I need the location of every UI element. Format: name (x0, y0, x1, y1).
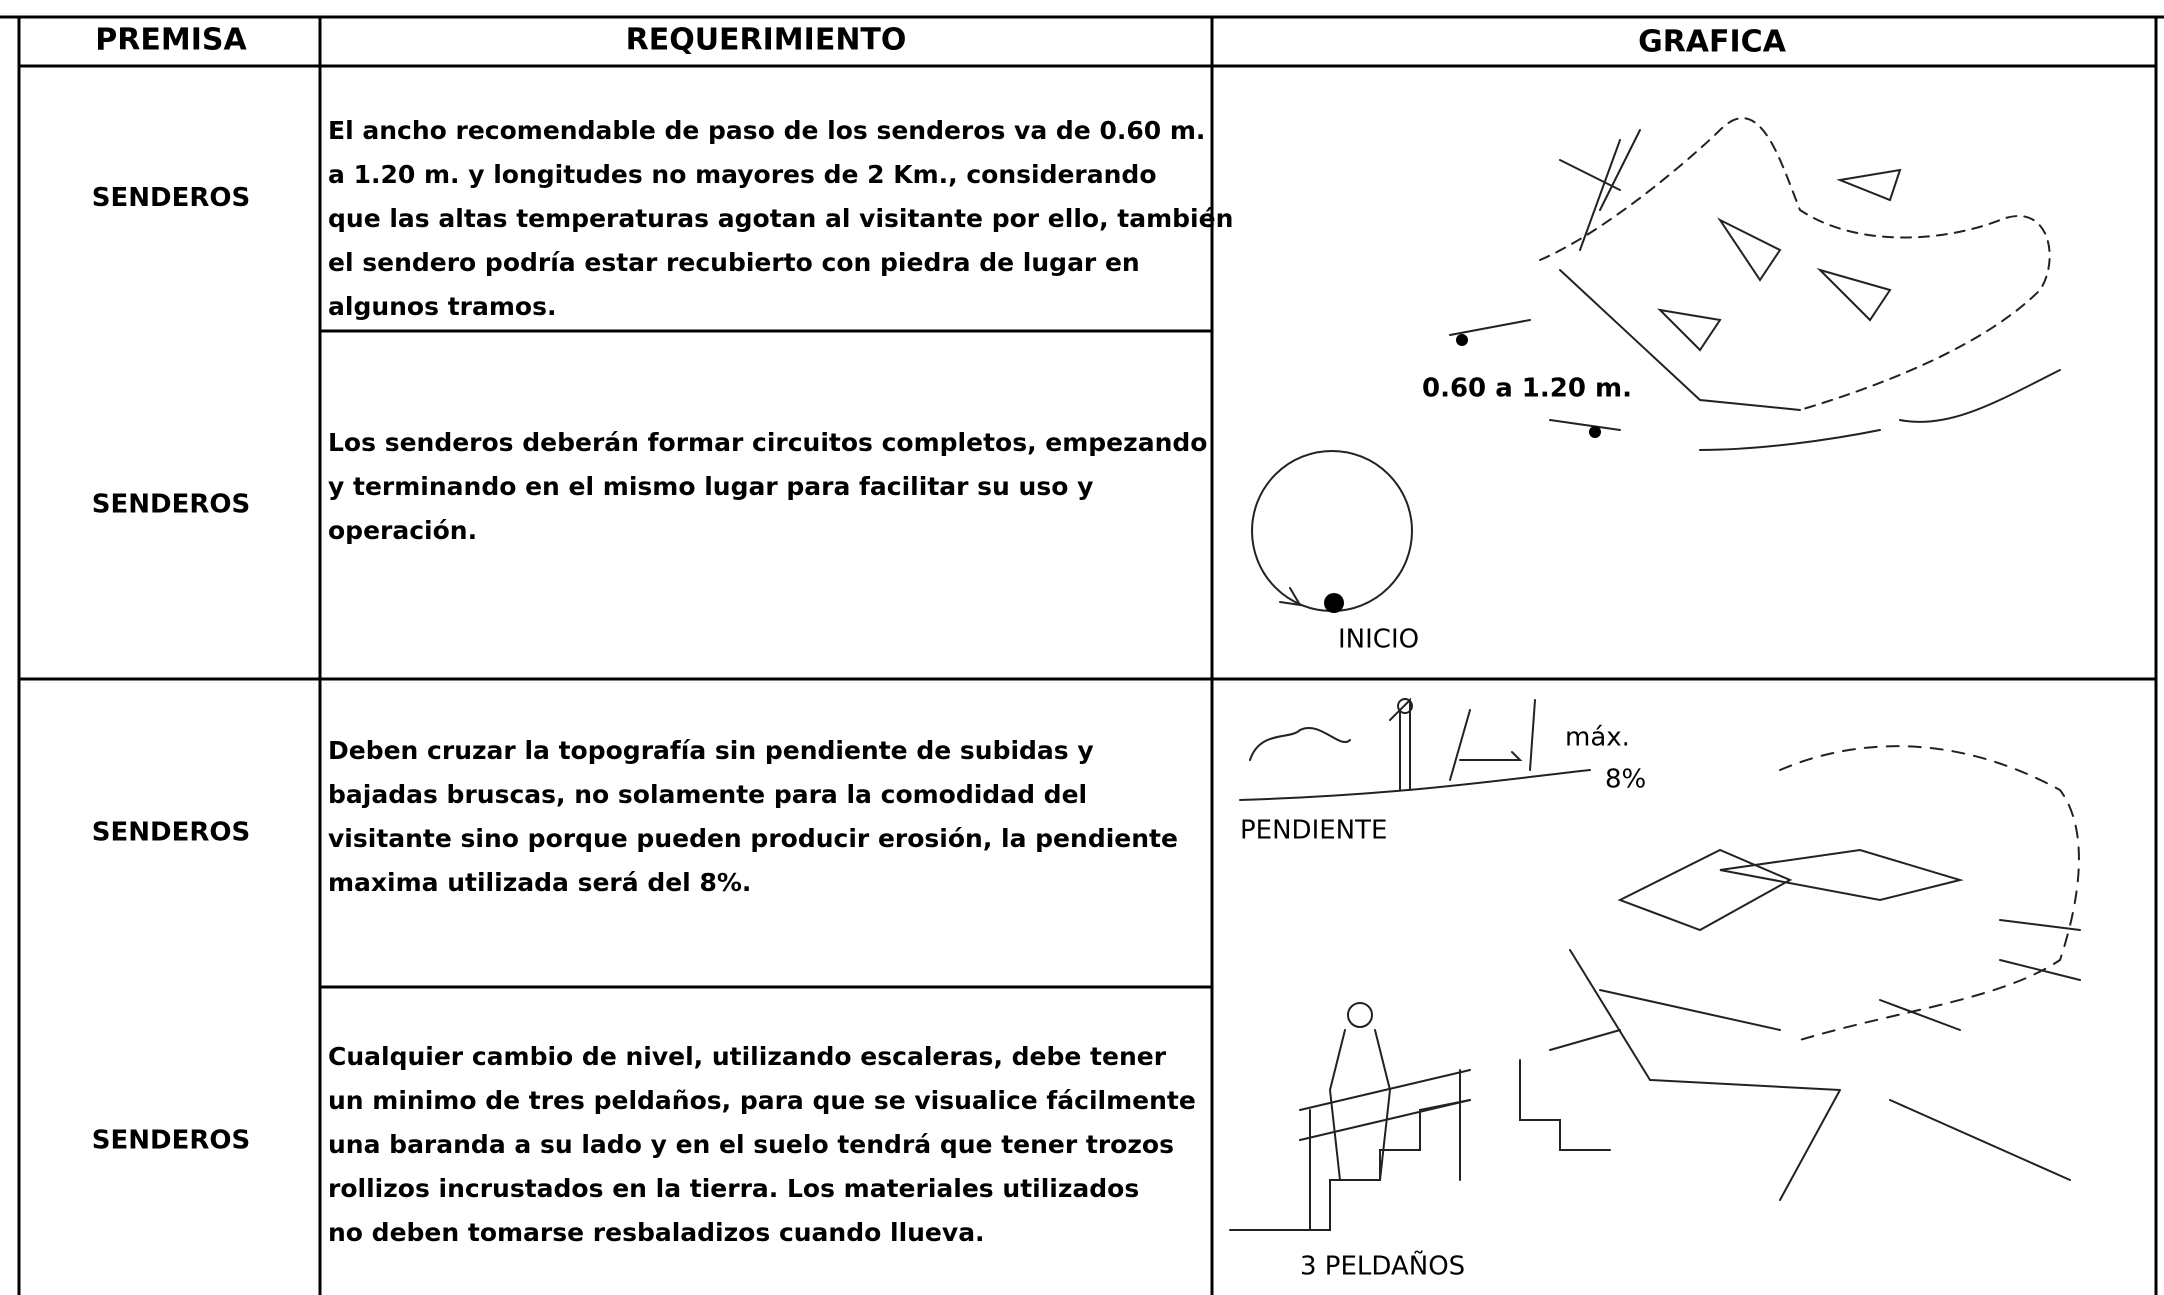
requirement-line: El ancho recomendable de paso de los sen… (328, 116, 1205, 145)
requirement-line: rollizos incrustados en la tierra. Los m… (328, 1174, 1139, 1203)
requirement-line: a 1.20 m. y longitudes no mayores de 2 K… (328, 160, 1157, 189)
sketch-label: PENDIENTE (1240, 816, 1387, 846)
requirement-line: algunos tramos. (328, 292, 556, 321)
trail-sketch (1251, 117, 2061, 613)
requirement-line: visitante sino porque pueden producir er… (328, 824, 1178, 853)
premisa-cell: SENDEROS (92, 183, 250, 213)
column-header: PREMISA (95, 23, 247, 58)
column-header: GRAFICA (1638, 25, 1787, 60)
requirement-line: Deben cruzar la topografía sin pendiente… (328, 736, 1094, 765)
requirement-line: bajadas bruscas, no solamente para la co… (328, 780, 1087, 809)
sketch-label: 8% (1605, 765, 1646, 795)
requirement-line: el sendero podría estar recubierto con p… (328, 248, 1140, 277)
requirement-line: y terminando en el mismo lugar para faci… (328, 472, 1093, 501)
requirement-line: Los senderos deberán formar circuitos co… (328, 428, 1207, 457)
sketch-label: 0.60 a 1.20 m. (1422, 374, 1632, 404)
column-header: REQUERIMIENTO (626, 23, 907, 58)
steps-sketch (1229, 697, 2081, 1231)
requirement-line: maxima utilizada será del 8%. (328, 868, 751, 897)
sketch-label: INICIO (1338, 625, 1419, 655)
requirement-line: una baranda a su lado y en el suelo tend… (328, 1130, 1174, 1159)
premisa-cell: SENDEROS (92, 1126, 250, 1156)
premisa-cell: SENDEROS (92, 818, 250, 848)
requirement-line: Cualquier cambio de nivel, utilizando es… (328, 1042, 1167, 1071)
requirement-line: que las altas temperaturas agotan al vis… (328, 204, 1233, 233)
requirement-line: no deben tomarse resbaladizos cuando llu… (328, 1218, 985, 1247)
table-grid (0, 15, 2164, 1295)
premisa-cell: SENDEROS (92, 490, 250, 520)
sketch-label: 3 PELDAÑOS (1300, 1250, 1465, 1282)
requirement-line: un minimo de tres peldaños, para que se … (328, 1086, 1196, 1115)
sketch-label: máx. (1565, 723, 1630, 753)
requirement-line: operación. (328, 516, 477, 545)
